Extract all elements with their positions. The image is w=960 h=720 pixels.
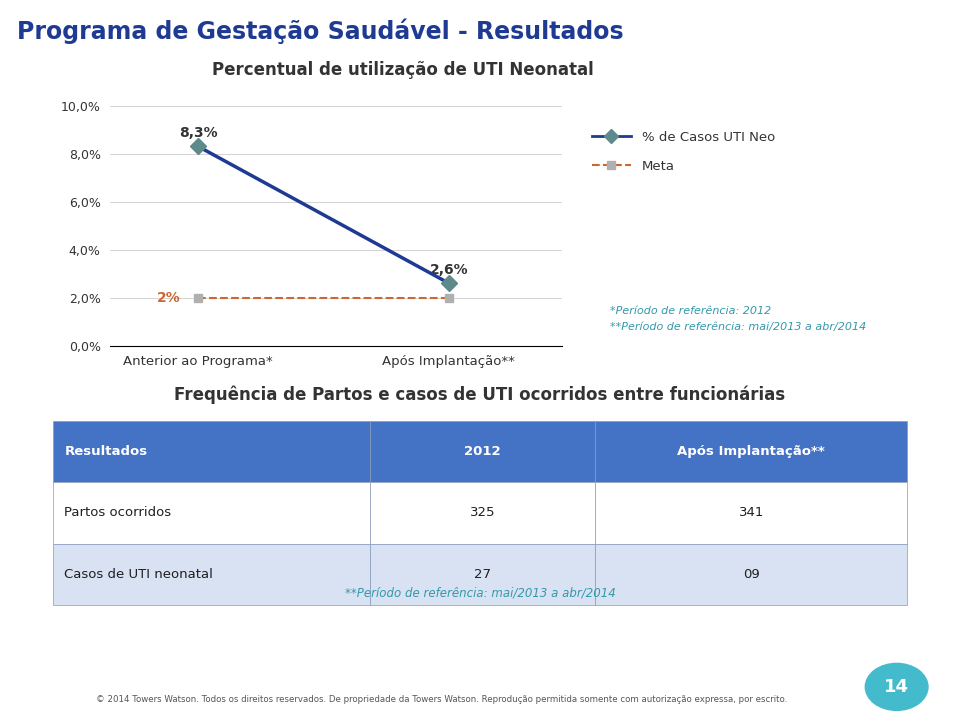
Text: Percentual de utilização de UTI Neonatal: Percentual de utilização de UTI Neonatal: [212, 61, 594, 79]
Text: **Período de referência: mai/2013 a abr/2014: **Período de referência: mai/2013 a abr/…: [345, 587, 615, 600]
Circle shape: [865, 663, 928, 711]
Text: Após Implantação**: Após Implantação**: [678, 445, 825, 459]
Text: Frequência de Partos e casos de UTI ocorridos entre funcionárias: Frequência de Partos e casos de UTI ocor…: [175, 385, 785, 404]
FancyBboxPatch shape: [595, 421, 907, 482]
Text: Programa de Gestação Saudável - Resultados: Programa de Gestação Saudável - Resultad…: [17, 18, 624, 43]
FancyBboxPatch shape: [53, 421, 370, 482]
FancyBboxPatch shape: [595, 482, 907, 544]
FancyBboxPatch shape: [595, 544, 907, 605]
FancyBboxPatch shape: [53, 544, 370, 605]
Text: 14: 14: [884, 678, 909, 696]
Text: Resultados: Resultados: [64, 445, 148, 459]
Text: 09: 09: [743, 567, 759, 581]
Text: 2012: 2012: [464, 445, 501, 459]
Text: © 2014 Towers Watson. Todos os direitos reservados. De propriedade da Towers Wat: © 2014 Towers Watson. Todos os direitos …: [96, 696, 787, 704]
Text: 2,6%: 2,6%: [429, 264, 468, 277]
Text: Partos ocorridos: Partos ocorridos: [64, 506, 172, 520]
Text: 8,3%: 8,3%: [179, 127, 218, 140]
Text: 325: 325: [469, 506, 495, 520]
Text: Casos de UTI neonatal: Casos de UTI neonatal: [64, 567, 213, 581]
FancyBboxPatch shape: [370, 482, 595, 544]
FancyBboxPatch shape: [370, 421, 595, 482]
Text: 341: 341: [738, 506, 764, 520]
Text: 2%: 2%: [156, 291, 180, 305]
FancyBboxPatch shape: [53, 482, 370, 544]
Text: 27: 27: [474, 567, 491, 581]
FancyBboxPatch shape: [370, 544, 595, 605]
Text: **Período de referência: mai/2013 a abr/2014: **Período de referência: mai/2013 a abr/…: [610, 322, 866, 332]
Text: *Período de referência: 2012: *Período de referência: 2012: [610, 306, 771, 316]
Legend: % de Casos UTI Neo, Meta: % de Casos UTI Neo, Meta: [587, 125, 780, 178]
